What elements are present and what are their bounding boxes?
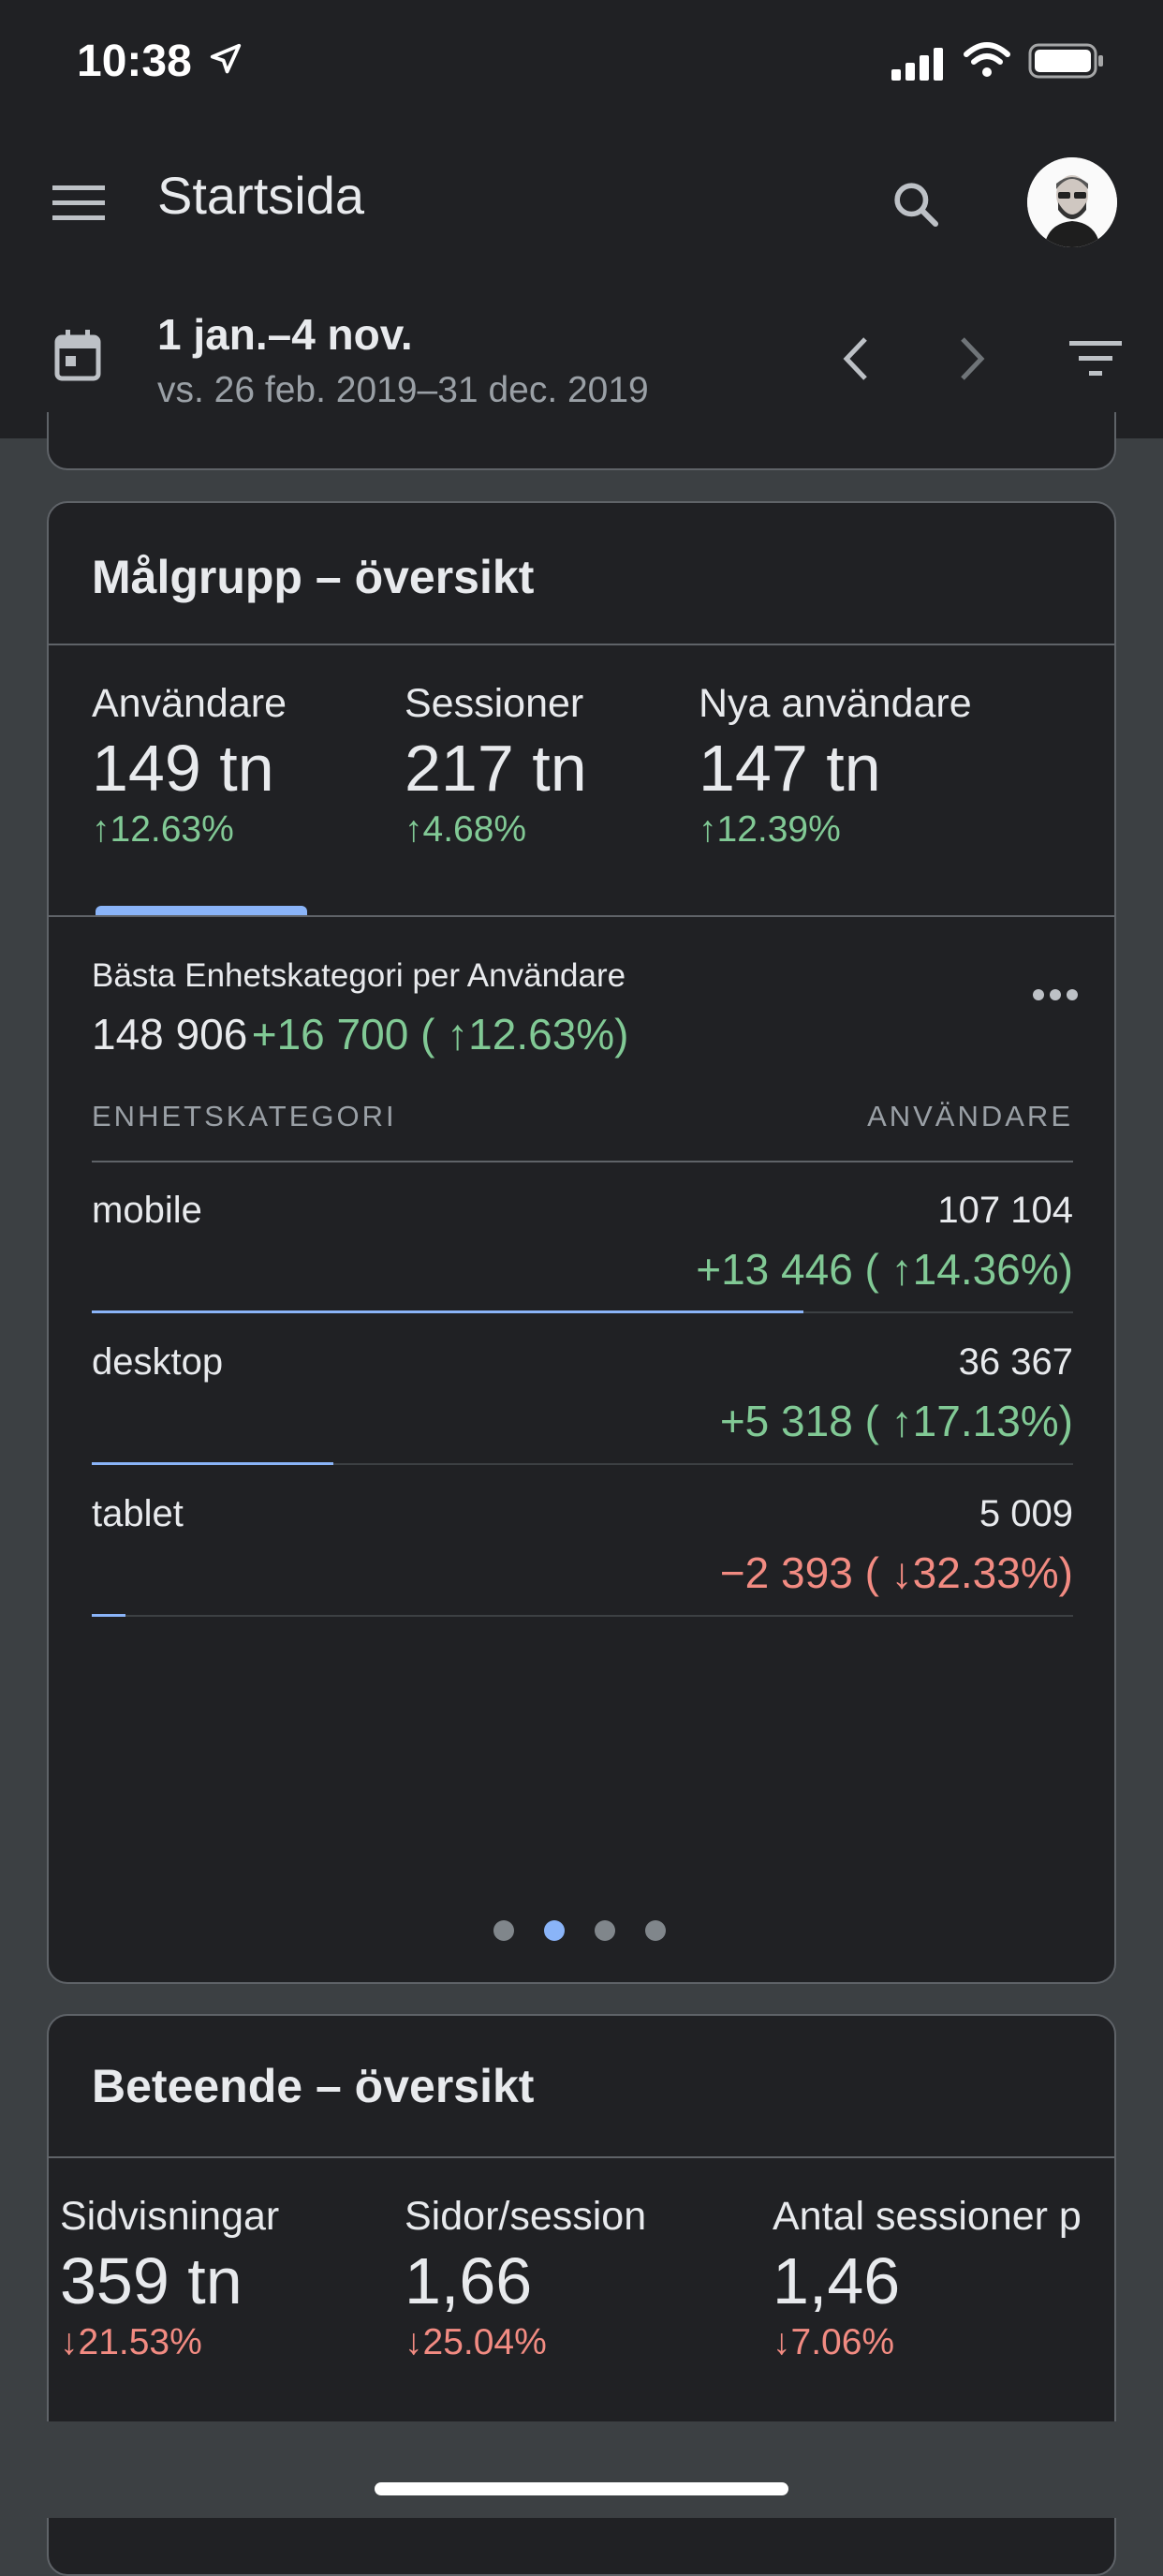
page-dot[interactable]: [595, 1920, 615, 1941]
arrow-down-icon: ↓: [405, 2322, 423, 2362]
metric-value: 147 tn: [699, 732, 881, 805]
metric-label: Användare: [92, 681, 287, 726]
page-dot[interactable]: [645, 1920, 666, 1941]
arrow-up-icon: ↑: [92, 809, 110, 850]
column-header-users: ANVÄNDARE: [867, 1100, 1073, 1133]
avatar[interactable]: [1027, 157, 1117, 247]
metric-tab-users[interactable]: Användare 149 tn ↑12.63%: [92, 681, 373, 868]
metric-value: 359 tn: [60, 2244, 243, 2317]
location-icon: [208, 41, 243, 77]
metric-pageviews[interactable]: Sidvisningar 359 tn ↓21.53%: [60, 2194, 397, 2363]
metric-label: Sidvisningar: [60, 2194, 280, 2239]
more-options-icon[interactable]: [1032, 988, 1079, 1001]
page-dot[interactable]: [544, 1920, 565, 1941]
page-title: Startsida: [157, 166, 364, 225]
metric-change: ↓7.06%: [773, 2322, 895, 2362]
date-range-main[interactable]: 1 jan.–4 nov.: [157, 310, 413, 359]
divider: [92, 1161, 1073, 1162]
active-tab-indicator: [96, 906, 307, 915]
row-share-bar: [92, 1462, 333, 1465]
behavior-title: Beteende – översikt: [92, 2060, 535, 2112]
row-share-bar: [92, 1614, 125, 1617]
calendar-icon[interactable]: [54, 330, 101, 382]
breakdown-title: Bästa Enhetskategori per Användare: [92, 957, 626, 994]
metric-value: 1,66: [405, 2244, 533, 2317]
row-value: 36 367: [958, 1341, 1073, 1383]
arrow-down-icon: ↓: [60, 2322, 79, 2362]
total-change: +16 700 ( ↑12.63%): [251, 1010, 629, 1059]
signal-icon: [891, 47, 944, 81]
arrow-up-icon: ↑: [405, 809, 423, 850]
metric-tab-sessions[interactable]: Sessioner 217 tn ↑4.68%: [405, 681, 685, 868]
date-range-compare[interactable]: vs. 26 feb. 2019–31 dec. 2019: [157, 370, 649, 410]
metric-change: ↑12.39%: [699, 809, 841, 850]
row-change: +5 318 ( ↑17.13%): [719, 1397, 1073, 1445]
row-change: −2 393 ( ↓32.33%): [719, 1548, 1073, 1597]
divider: [49, 915, 1114, 917]
row-share-bar: [92, 1310, 803, 1313]
metric-pages-per-session[interactable]: Sidor/session 1,66 ↓25.04%: [405, 2194, 760, 2363]
row-value: 107 104: [937, 1190, 1073, 1231]
audience-overview-card: Målgrupp – översikt Användare 149 tn ↑12…: [47, 501, 1116, 1984]
metric-value: 217 tn: [405, 732, 587, 805]
arrow-down-icon: ↓: [773, 2322, 791, 2362]
metric-label: Antal sessioner p: [773, 2194, 1082, 2239]
chevron-left-icon[interactable]: [839, 335, 871, 382]
metric-label: Nya användare: [699, 681, 972, 726]
menu-icon[interactable]: [52, 184, 105, 221]
page-dot[interactable]: [493, 1920, 514, 1941]
row-category: desktop: [92, 1341, 224, 1383]
row-category: tablet: [92, 1493, 184, 1534]
audience-title: Målgrupp – översikt: [92, 551, 535, 603]
metric-value: 1,46: [773, 2244, 901, 2317]
search-icon[interactable]: [890, 178, 942, 230]
status-time: 10:38: [77, 37, 192, 86]
divider: [92, 1463, 1073, 1465]
metric-tab-new-users[interactable]: Nya användare 147 tn ↑12.39%: [699, 681, 1092, 868]
table-row[interactable]: desktop 36 367 +5 318 ( ↑17.13%): [92, 1315, 1073, 1465]
home-indicator[interactable]: [375, 2482, 788, 2495]
row-change: +13 446 ( ↑14.36%): [696, 1245, 1073, 1294]
metric-label: Sidor/session: [405, 2194, 647, 2239]
table-row[interactable]: tablet 5 009 −2 393 ( ↓32.33%): [92, 1467, 1073, 1617]
battery-icon: [1028, 43, 1105, 79]
chevron-right-icon[interactable]: [957, 335, 989, 382]
table-row[interactable]: mobile 107 104 +13 446 ( ↑14.36%): [92, 1163, 1073, 1313]
total-value: 148 906: [92, 1010, 248, 1059]
metric-change: ↑4.68%: [405, 809, 527, 850]
app-bar: [0, 131, 1163, 309]
page-indicator: [493, 1920, 666, 1941]
metric-label: Sessioner: [405, 681, 584, 726]
divider: [92, 1615, 1073, 1617]
metric-change: ↓25.04%: [405, 2322, 547, 2362]
metric-sessions-per-user[interactable]: Antal sessioner p 1,46 ↓7.06%: [773, 2194, 1114, 2363]
metric-value: 149 tn: [92, 732, 274, 805]
metric-change: ↑12.63%: [92, 809, 234, 850]
row-value: 5 009: [979, 1493, 1073, 1534]
previous-card: [47, 412, 1116, 470]
divider: [49, 644, 1114, 645]
wifi-icon: [963, 41, 1011, 79]
divider: [49, 2156, 1114, 2158]
column-header-category: ENHETSKATEGORI: [92, 1100, 397, 1133]
filter-icon[interactable]: [1069, 339, 1122, 378]
breakdown-total: 148 906 +16 700 ( ↑12.63%): [92, 1009, 629, 1059]
arrow-up-icon: ↑: [699, 809, 717, 850]
row-category: mobile: [92, 1190, 202, 1231]
metric-change: ↓21.53%: [60, 2322, 202, 2362]
bottom-area: [0, 2421, 1163, 2518]
status-bar: [0, 0, 1163, 131]
